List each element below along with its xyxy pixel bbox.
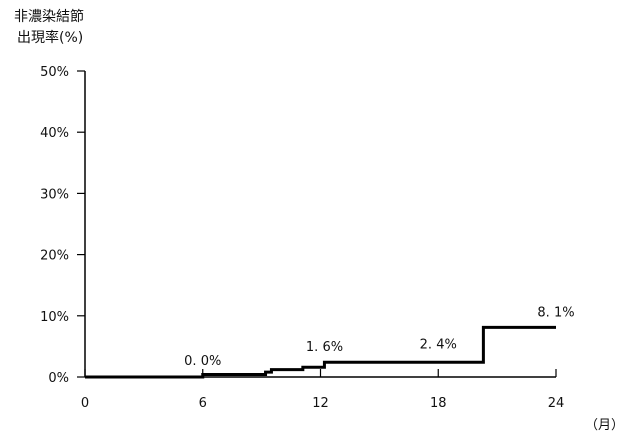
data-label: 1. 6% xyxy=(306,340,343,355)
x-tick-label: 12 xyxy=(312,396,329,411)
data-labels: 0. 0% 1. 6% 2. 4% 8. 1% xyxy=(184,305,574,369)
y-tick-label: 50% xyxy=(40,65,69,80)
y-axis-title-line-2: 出現率(%) xyxy=(17,29,83,46)
x-tick-label: 18 xyxy=(430,396,447,411)
y-tick-label: 30% xyxy=(40,187,69,202)
y-ticks: 0% 10% 20% 30% 40% 50% xyxy=(40,65,85,386)
y-axis-title-line-1: 非濃染結節 xyxy=(14,8,84,25)
series-line xyxy=(85,325,556,379)
y-tick-label: 20% xyxy=(40,249,69,264)
data-label: 2. 4% xyxy=(420,337,457,352)
data-label: 0. 0% xyxy=(184,354,221,369)
x-tick-label: 0 xyxy=(81,396,89,411)
x-tick-label: 6 xyxy=(199,396,207,411)
y-tick-label: 0% xyxy=(48,371,69,386)
x-tick-label: 24 xyxy=(548,396,565,411)
x-axis-unit: （月） xyxy=(585,418,624,433)
y-tick-label: 10% xyxy=(40,310,69,325)
y-tick-label: 40% xyxy=(40,126,69,141)
y-axis-title: 非濃染結節 出現率(%) xyxy=(14,8,84,46)
data-label: 8. 1% xyxy=(537,305,574,320)
